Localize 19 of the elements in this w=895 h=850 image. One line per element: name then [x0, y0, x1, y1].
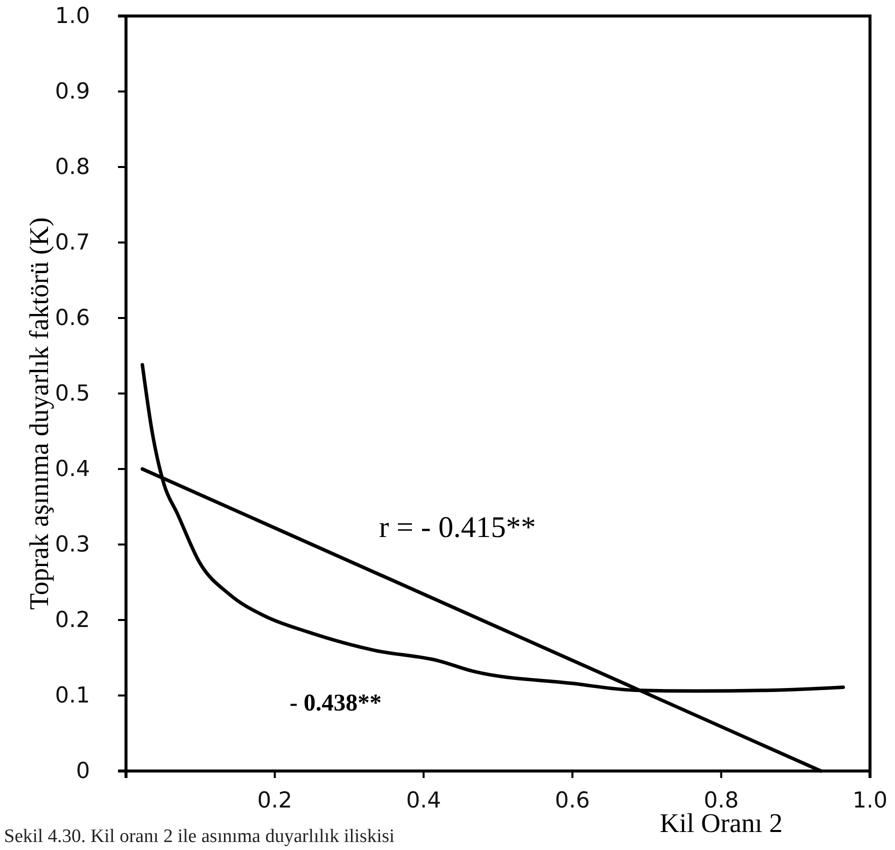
x-tick-label: 0.4 — [406, 788, 442, 814]
y-axis-title: Toprak aşınıma duyarlık faktörü (K) — [24, 217, 54, 610]
x-tick-label: 0.6 — [554, 788, 590, 814]
y-tick-label: 0.8 — [55, 155, 90, 180]
y-tick-label: 0.2 — [55, 608, 90, 634]
y-tick-label: 0.3 — [55, 532, 90, 558]
y-tick-label: 0.6 — [55, 306, 90, 332]
annotation: r = - 0.415** — [378, 510, 536, 544]
y-tick-label: 0.1 — [55, 684, 90, 709]
annotation: - 0.438** — [290, 690, 382, 717]
y-tick-label: 0.5 — [55, 382, 90, 407]
y-tick-label: 0.7 — [55, 230, 90, 256]
y-tick-label: 0 — [76, 759, 90, 784]
x-tick-label: 0.2 — [257, 788, 292, 814]
y-tick-label: 0.4 — [55, 457, 90, 482]
y-tick-label: 1.0 — [55, 4, 90, 30]
x-tick-label: 1.0 — [852, 788, 888, 814]
y-tick-label: 0.9 — [55, 80, 90, 105]
text: Sekil 4.30. Kil oranı 2 ile asınıma duyarlılık iliskisi — [4, 826, 395, 847]
